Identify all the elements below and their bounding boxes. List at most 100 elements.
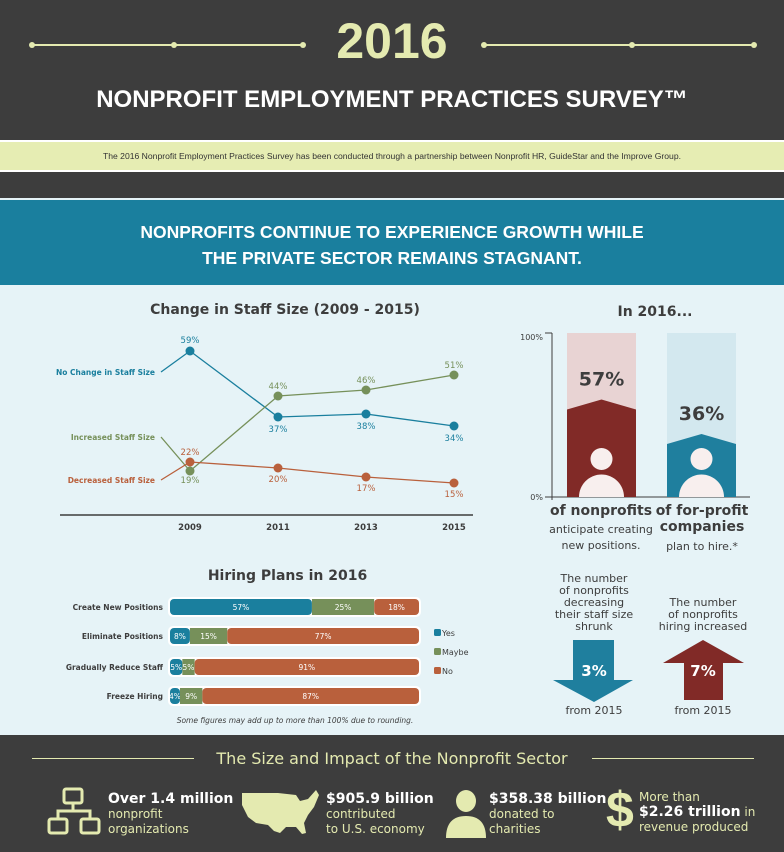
x-tick-label: 2011 [266,523,290,533]
data-point [273,463,283,473]
stat-text: More than [639,790,700,804]
inc-text: The number of nonprofits hiring increased [643,597,763,633]
fp-text: plan to hire.* [666,540,738,553]
bar-value-label: 57% [233,603,250,612]
legend-label: No [442,667,453,676]
stat-orgs: Over 1.4 million nonprofit organizations [108,792,233,837]
np-text: anticipate creating [549,523,653,536]
bar-value-label: 15% [200,632,217,641]
stat-text: to U.S. economy [326,822,425,836]
data-point [361,409,371,419]
data-point [449,370,459,380]
data-label: 22% [181,448,200,458]
bar-category-label: Create New Positions [73,603,164,612]
stat-text: organizations [108,822,189,836]
x-tick-label: 2013 [354,523,378,533]
fp-label: of for-profit [655,503,749,519]
data-point [185,346,195,356]
data-label: 59% [181,336,200,346]
data-label: 34% [445,434,464,444]
increase-value: 7% [690,662,715,680]
dec-line: their staff size [554,608,634,621]
divider [32,44,302,46]
stat-revenue: More than $2.26 trillion in revenue produc… [639,790,755,835]
stat-text: contributed [326,807,396,821]
data-point [361,385,371,395]
data-point [185,466,195,476]
x-tick-label: 2009 [178,523,202,533]
dec-from: from 2015 [565,704,623,717]
usa-map-icon [242,790,319,834]
bar-category-label: Eliminate Positions [82,632,164,641]
dot [171,42,177,48]
legend-label: Yes [441,629,455,638]
banner-line: THE PRIVATE SECTOR REMAINS STAGNANT. [202,248,582,268]
bar-segment [170,659,183,675]
dot [481,42,487,48]
inc-line: of nonprofits [668,608,738,621]
dec-text: The number of nonprofits decreasing their s… [534,573,654,633]
bar-value-label: 25% [335,603,352,612]
series-line [160,374,455,472]
data-point [273,391,283,401]
decrease-value: 3% [581,662,606,680]
series-label: Increased Staff Size [71,433,155,442]
bar-value-label: 36% [679,403,724,425]
data-label: 20% [269,475,288,485]
legend-swatch [434,648,441,655]
data-point [273,412,283,422]
subtitle: The 2016 Nonprofit Employment Practices … [0,140,784,172]
divider [32,758,194,759]
np-label: of nonprofits [549,503,653,519]
bar-segment [374,599,419,615]
bar-segment [170,599,312,615]
data-label: 46% [357,376,376,386]
dec-line: shrunk [575,620,613,633]
series-label: No Change in Staff Size [56,368,155,377]
inc-from: from 2015 [674,704,732,717]
data-point [185,457,195,467]
bar-value-label: 5% [170,663,182,672]
data-label: 37% [269,425,288,435]
dollar-icon: $ [606,782,634,838]
banner: NONPROFITS CONTINUE TO EXPERIENCE GROWTH… [0,198,784,285]
series-label: Decreased Staff Size [68,476,155,485]
person-icon [446,790,486,838]
stat-value: Over 1.4 million [108,791,234,807]
bar-segment [179,688,203,704]
data-label: 19% [181,476,200,486]
series-line [160,461,455,484]
fp-label: companies [659,519,745,535]
data-point [449,421,459,431]
bar-category-label: Gradually Reduce Staff [66,663,164,672]
person-icon-body [579,474,624,497]
bar-segment [170,628,190,644]
stat-value: $905.9 billion [326,791,434,807]
legend-label: Maybe [442,648,469,657]
charts: 2009 2011 2013 2015 No Change in Staff Size 5… [56,332,750,725]
bar-segment [182,659,195,675]
dot [629,42,635,48]
stat-text: in [740,805,756,819]
legend-swatch [434,629,441,636]
dec-line: of nonprofits [559,584,629,597]
data-point [449,478,459,488]
footnote: Some figures may add up to more than 100… [177,716,414,725]
bar-value-label: 77% [315,632,332,641]
bar-segment [227,628,419,644]
data-label: 17% [357,484,376,494]
stat-text: donated to [489,807,555,821]
dot [300,42,306,48]
person-icon-body [679,474,724,497]
in2016-title: In 2016... [617,304,693,320]
data-label: 15% [445,490,464,500]
bar-segment [170,688,180,704]
stat-value: $358.38 billion [489,791,607,807]
inc-line: hiring increased [658,620,748,633]
bar-value-label: 91% [298,663,315,672]
bar-value-label: 57% [579,369,624,391]
data-point [361,472,371,482]
bar-value-label: 4% [169,692,181,701]
stat-value: $2.26 trillion [639,804,741,820]
inc-line: The number [669,596,737,609]
